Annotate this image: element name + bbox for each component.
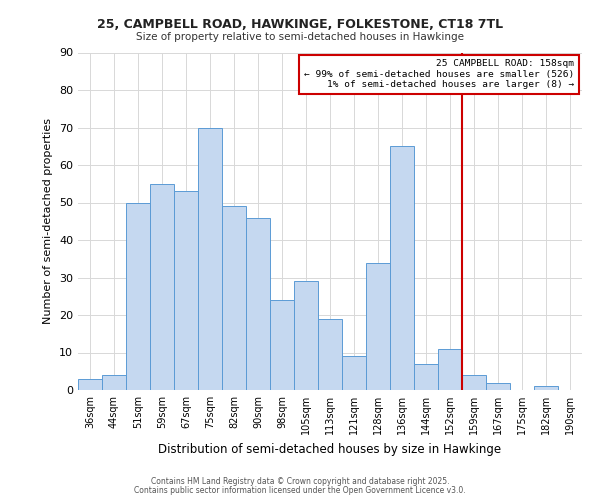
Bar	[174, 191, 198, 390]
Bar	[78, 379, 102, 390]
Bar	[318, 319, 342, 390]
Text: Size of property relative to semi-detached houses in Hawkinge: Size of property relative to semi-detach…	[136, 32, 464, 42]
Text: Contains public sector information licensed under the Open Government Licence v3: Contains public sector information licen…	[134, 486, 466, 495]
Bar	[342, 356, 366, 390]
Bar	[414, 364, 438, 390]
Bar	[126, 202, 150, 390]
Bar	[270, 300, 294, 390]
Bar	[222, 206, 246, 390]
Bar	[294, 281, 318, 390]
Text: 25, CAMPBELL ROAD, HAWKINGE, FOLKESTONE, CT18 7TL: 25, CAMPBELL ROAD, HAWKINGE, FOLKESTONE,…	[97, 18, 503, 30]
Bar	[486, 382, 510, 390]
Bar	[246, 218, 270, 390]
Y-axis label: Number of semi-detached properties: Number of semi-detached properties	[43, 118, 53, 324]
Bar	[534, 386, 558, 390]
Bar	[150, 184, 174, 390]
Text: 25 CAMPBELL ROAD: 158sqm
← 99% of semi-detached houses are smaller (526)
1% of s: 25 CAMPBELL ROAD: 158sqm ← 99% of semi-d…	[304, 59, 574, 89]
Bar	[438, 349, 462, 390]
Text: Contains HM Land Registry data © Crown copyright and database right 2025.: Contains HM Land Registry data © Crown c…	[151, 477, 449, 486]
Bar	[366, 262, 390, 390]
Bar	[102, 375, 126, 390]
X-axis label: Distribution of semi-detached houses by size in Hawkinge: Distribution of semi-detached houses by …	[158, 442, 502, 456]
Bar	[390, 146, 414, 390]
Bar	[462, 375, 486, 390]
Bar	[198, 128, 222, 390]
